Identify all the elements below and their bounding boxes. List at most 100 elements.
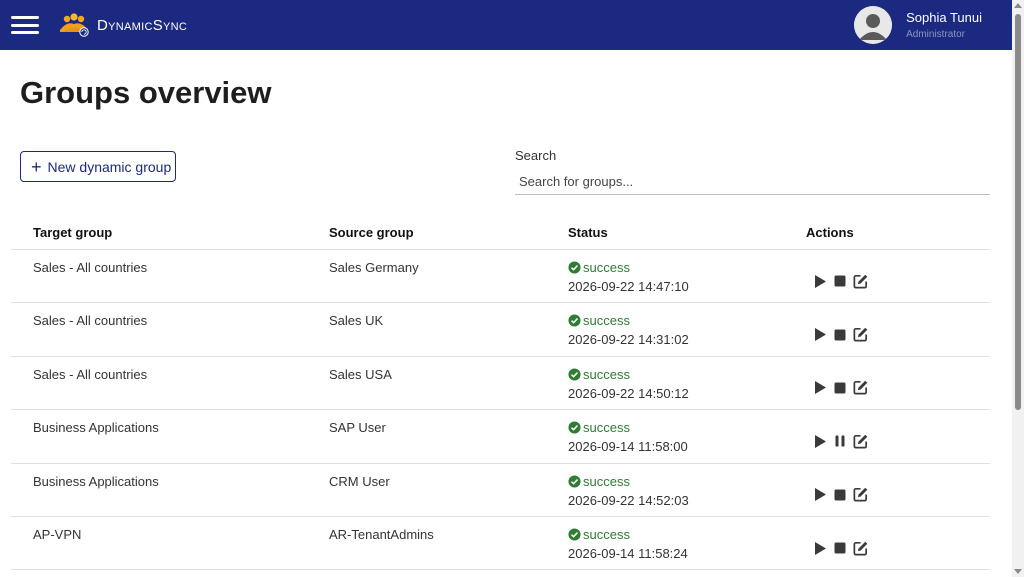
edit-button[interactable] <box>850 431 870 451</box>
actions-cell <box>806 410 990 462</box>
status-timestamp: 2026-09-22 14:50:12 <box>568 385 689 401</box>
play-icon <box>815 328 826 342</box>
column-header-source-group[interactable]: Source group <box>329 225 414 240</box>
table-body: Sales - All countries Sales Germany succ… <box>11 250 990 571</box>
edit-icon <box>853 381 867 395</box>
stop-button[interactable] <box>830 485 850 505</box>
run-button[interactable] <box>810 485 830 505</box>
page-scrollbar[interactable] <box>1012 0 1024 577</box>
status-badge: success <box>568 311 806 330</box>
user-avatar-icon <box>854 6 893 44</box>
search-input[interactable] <box>515 168 990 195</box>
brand[interactable]: DynamicSync <box>39 12 187 38</box>
actions-cell <box>806 517 990 569</box>
scroll-up-arrow-icon[interactable] <box>1014 3 1022 8</box>
status-text: success <box>583 526 630 542</box>
source-group-cell: SAP User <box>329 420 386 436</box>
table-row: Sales - All countries Sales USA success … <box>11 357 990 411</box>
status-cell: success 2026-09-22 14:50:12 <box>568 357 806 409</box>
target-group-cell: Business Applications <box>33 473 159 489</box>
edit-icon <box>853 434 867 449</box>
actions-cell <box>806 303 990 355</box>
status-text: success <box>583 366 630 382</box>
column-header-status[interactable]: Status <box>568 225 608 240</box>
scroll-down-arrow-icon[interactable] <box>1014 569 1022 574</box>
table-row: Business Applications CRM User success 2… <box>11 464 990 517</box>
play-icon <box>815 541 826 555</box>
page-title: Groups overview <box>20 75 272 110</box>
pause-icon <box>835 435 845 447</box>
edit-button[interactable] <box>850 538 870 558</box>
status-text: success <box>583 260 630 275</box>
play-icon <box>815 274 826 288</box>
status-text: success <box>583 473 630 489</box>
status-badge: success <box>568 525 806 544</box>
column-header-target-group[interactable]: Target group <box>33 225 113 240</box>
source-group-cell: CRM User <box>329 473 390 489</box>
status-timestamp: 2026-09-22 14:47:10 <box>568 279 689 294</box>
stop-icon <box>834 542 846 554</box>
source-group-cell: AR-TenantAdmins <box>329 526 434 542</box>
stop-button[interactable] <box>830 538 850 558</box>
edit-button[interactable] <box>850 378 870 398</box>
actions-cell <box>806 464 990 516</box>
new-dynamic-group-label: New dynamic group <box>47 158 172 175</box>
brand-name: DynamicSync <box>97 16 188 34</box>
edit-button[interactable] <box>850 325 870 345</box>
play-icon <box>815 434 826 448</box>
status-cell: success 2026-09-14 11:58:00 <box>568 410 806 462</box>
status-text: success <box>583 420 630 436</box>
scroll-thumb[interactable] <box>1015 14 1021 410</box>
edit-button[interactable] <box>850 271 870 291</box>
table-row: Business Applications SAP User success 2… <box>11 410 990 464</box>
table-row: AP-VPN AR-TenantAdmins success 2026-09-1… <box>11 517 990 571</box>
check-circle-icon <box>568 314 581 327</box>
stop-button[interactable] <box>830 378 850 398</box>
run-button[interactable] <box>810 431 830 451</box>
run-button[interactable] <box>810 378 830 398</box>
status-cell: success 2026-09-22 14:31:02 <box>568 303 806 355</box>
status-timestamp: 2026-09-14 11:58:00 <box>568 439 688 455</box>
target-group-cell: AP-VPN <box>33 526 82 542</box>
status-badge: success <box>568 258 806 277</box>
stop-button[interactable] <box>830 271 850 291</box>
user-menu[interactable]: Sophia Tunui Administrator <box>854 6 982 44</box>
run-button[interactable] <box>810 271 830 291</box>
new-dynamic-group-button[interactable]: + New dynamic group <box>20 151 176 182</box>
edit-icon <box>853 487 867 502</box>
status-timestamp: 2026-09-22 14:52:03 <box>568 492 689 508</box>
check-circle-icon <box>568 261 581 274</box>
status-timestamp: 2026-09-22 14:31:02 <box>568 332 689 348</box>
check-circle-icon <box>568 475 581 488</box>
groups-table: Target group Source group Status Actions… <box>11 216 990 571</box>
stop-icon <box>834 489 846 501</box>
source-group-cell: Sales UK <box>329 313 384 329</box>
table-row: Sales - All countries Sales Germany succ… <box>11 250 990 304</box>
actions-cell <box>806 357 990 409</box>
user-role: Administrator <box>906 29 965 40</box>
status-timestamp: 2026-09-14 11:58:24 <box>568 545 688 561</box>
pause-button[interactable] <box>830 431 850 451</box>
status-badge: success <box>568 472 806 491</box>
status-badge: success <box>568 418 806 437</box>
edit-icon <box>853 327 867 342</box>
check-circle-icon <box>568 528 581 541</box>
stop-icon <box>834 329 846 341</box>
run-button[interactable] <box>810 538 830 558</box>
user-name: Sophia Tunui <box>906 10 982 25</box>
target-group-cell: Sales - All countries <box>33 313 148 329</box>
source-group-cell: Sales Germany <box>329 260 419 275</box>
status-text: success <box>583 313 630 329</box>
avatar <box>854 6 893 44</box>
run-button[interactable] <box>810 325 830 345</box>
source-group-cell: Sales USA <box>329 366 392 382</box>
stop-button[interactable] <box>830 325 850 345</box>
hamburger-icon[interactable] <box>11 14 39 36</box>
edit-icon <box>853 541 867 556</box>
edit-button[interactable] <box>850 485 870 505</box>
table-row: Sales - All countries Sales UK success 2… <box>11 303 990 357</box>
stop-icon <box>834 275 846 287</box>
plus-icon: + <box>31 156 42 177</box>
edit-icon <box>853 274 867 289</box>
search-label: Search <box>515 148 557 163</box>
